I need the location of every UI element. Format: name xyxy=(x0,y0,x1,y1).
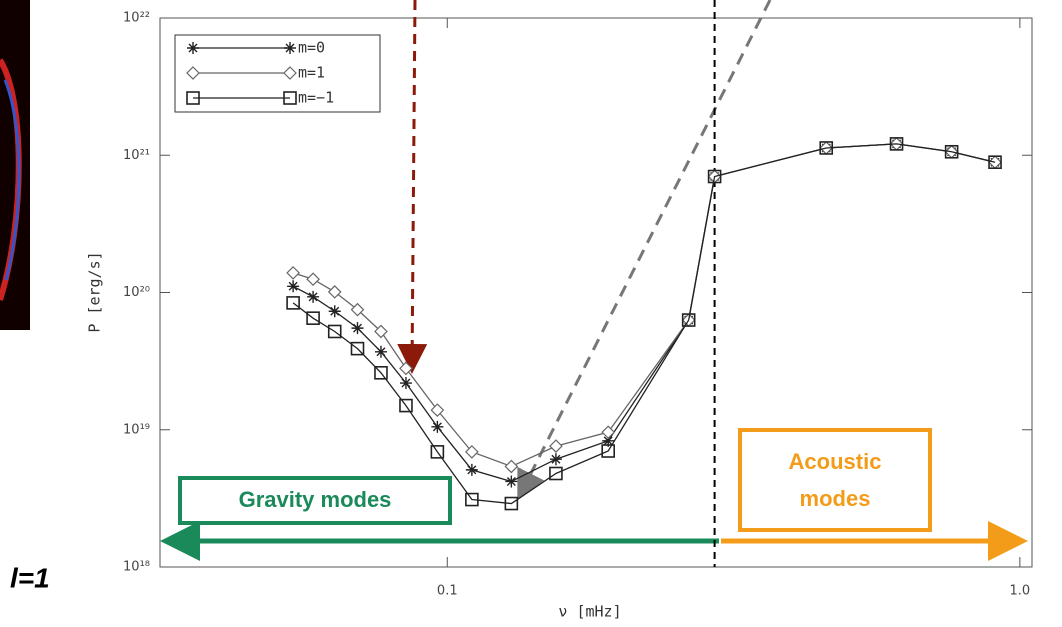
point xyxy=(465,492,479,507)
y-axis-label: P [erg/s] xyxy=(86,251,104,332)
point xyxy=(465,445,479,459)
annotation-box xyxy=(178,476,452,525)
legend-marker xyxy=(284,42,296,54)
arrow xyxy=(517,0,772,501)
annotation: Acoustic xyxy=(789,449,882,474)
annotation-box xyxy=(738,428,932,532)
point xyxy=(504,496,519,511)
point xyxy=(374,345,387,358)
x-tick-label: 0.1 xyxy=(437,584,458,599)
series-line xyxy=(292,143,996,468)
point xyxy=(465,463,478,476)
legend-label: m=0 xyxy=(298,39,325,57)
point xyxy=(431,420,444,433)
point xyxy=(988,155,1002,169)
arrow xyxy=(397,0,428,374)
point xyxy=(681,313,696,327)
point xyxy=(549,453,562,466)
point xyxy=(306,272,320,287)
legend-marker xyxy=(283,66,297,80)
point xyxy=(602,434,615,447)
point xyxy=(350,302,365,317)
point xyxy=(286,266,300,280)
point xyxy=(327,324,342,339)
point xyxy=(306,311,320,325)
y-tick-label: 10¹⁸ xyxy=(123,560,150,575)
point xyxy=(549,466,563,481)
point xyxy=(549,439,563,453)
point xyxy=(287,280,300,293)
point xyxy=(350,341,365,356)
point xyxy=(430,445,445,459)
point xyxy=(399,377,412,390)
point xyxy=(351,322,364,335)
point xyxy=(504,459,519,474)
cropped-image-detail xyxy=(3,79,21,281)
point xyxy=(399,361,413,376)
point xyxy=(307,290,320,303)
point xyxy=(374,365,388,380)
point xyxy=(889,137,904,151)
point xyxy=(601,444,615,458)
y-tick-label: 10²¹ xyxy=(123,148,150,163)
legend-marker xyxy=(186,91,200,105)
point xyxy=(327,285,342,299)
x-tick-label: 1.0 xyxy=(1010,584,1031,599)
panel-label: l=1 xyxy=(10,562,50,593)
point xyxy=(944,144,959,159)
x-axis-label: ν [mHz] xyxy=(558,603,621,621)
point xyxy=(505,475,518,488)
legend-label: m=−1 xyxy=(298,89,334,107)
legend-marker xyxy=(186,66,200,80)
point xyxy=(328,305,341,318)
annotation: Gravity modes xyxy=(239,487,392,512)
point xyxy=(399,398,413,413)
point xyxy=(601,425,616,440)
point xyxy=(286,296,300,310)
point xyxy=(819,141,834,155)
series-line xyxy=(292,143,996,505)
annotation: modes xyxy=(800,486,871,511)
legend-marker xyxy=(283,91,297,105)
point xyxy=(430,403,445,417)
legend-marker xyxy=(187,42,199,54)
point xyxy=(374,324,388,339)
y-tick-label: 10²² xyxy=(123,11,150,26)
y-tick-label: 10¹⁹ xyxy=(123,422,150,437)
y-tick-label: 10²⁰ xyxy=(123,285,150,300)
point xyxy=(707,169,722,184)
legend-label: m=1 xyxy=(298,64,325,82)
